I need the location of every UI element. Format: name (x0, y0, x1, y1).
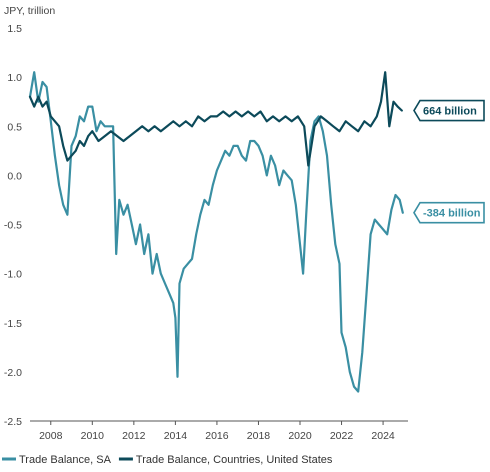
y-tick-label: 0.0 (7, 170, 22, 182)
x-tick-label: 2018 (247, 430, 271, 442)
callout-label: 664 billion (423, 106, 477, 118)
series-line-trade-balance-us (28, 71, 403, 167)
legend-label: Trade Balance, Countries, United States (136, 454, 333, 466)
x-tick-label: 2024 (371, 430, 395, 442)
legend: Trade Balance, SA Trade Balance, Countrie… (2, 454, 333, 466)
x-axis: 2008 2010 2012 2014 2016 2018 2020 2022 2024 (39, 421, 395, 442)
y-tick-label: -2.0 (4, 367, 22, 379)
x-tick-label: 2012 (122, 430, 146, 442)
y-tick-label: -2.5 (4, 416, 22, 428)
y-tick-label: -1.5 (4, 318, 22, 330)
y-tick-label: 0.5 (7, 121, 22, 133)
callout-label: -384 billion (423, 208, 481, 220)
y-axis: 1.5 1.0 0.5 0.0 -0.5 -1.0 -1.5 -2.0 -2.5 (4, 23, 22, 428)
legend-label: Trade Balance, SA (19, 454, 112, 466)
x-tick-label: 2010 (81, 430, 105, 442)
x-tick-label: 2022 (330, 430, 354, 442)
x-tick-label: 2020 (288, 430, 312, 442)
callouts: -384 billion 664 billion (413, 99, 485, 224)
y-tick-label: 1.5 (7, 23, 22, 35)
x-tick-label: 2014 (164, 430, 188, 442)
x-tick-label: 2008 (39, 430, 63, 442)
y-tick-label: -1.0 (4, 269, 22, 281)
series-line-trade-balance-sa (28, 71, 404, 393)
callout-box (413, 201, 485, 224)
y-tick-label: 1.0 (7, 72, 22, 84)
series-layer (28, 71, 404, 393)
y-unit-label: JPY, trillion (4, 5, 55, 17)
y-tick-label: -0.5 (4, 220, 22, 232)
callout-box (413, 99, 485, 122)
x-tick-label: 2016 (205, 430, 229, 442)
